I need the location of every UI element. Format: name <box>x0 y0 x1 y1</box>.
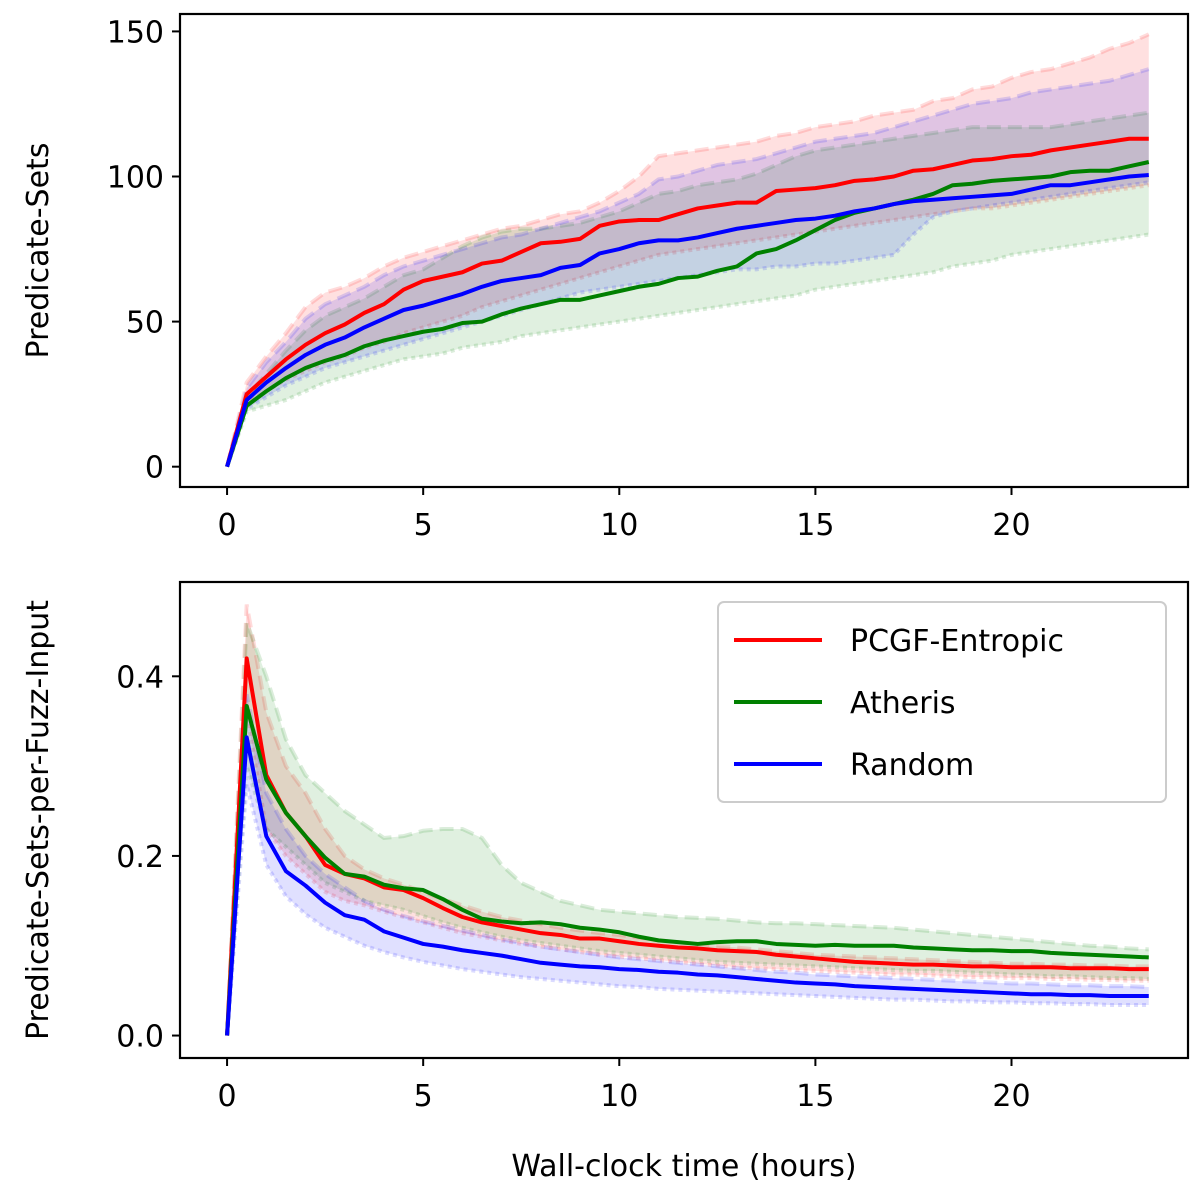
predicate-sets-random-upper-bound <box>225 67 1150 468</box>
per-input-pcgf-entropic-lower-bound <box>225 711 1149 1036</box>
per-input-y-axis-label: Predicate-Sets-per-Fuzz-Input <box>21 600 56 1040</box>
per-input-atheris-upper-bound <box>225 621 1149 1036</box>
predicate-sets-panel: 0 5 10 15 20 0 50 100 150 Predicate-Sets <box>21 12 1190 543</box>
per-input-y-tick-label: 0.2 <box>116 840 164 875</box>
x-axis-label: Wall-clock time (hours) <box>511 1149 856 1184</box>
predicate-sets-random-line <box>225 173 1149 468</box>
predicate-sets-atheris-line <box>225 160 1150 468</box>
legend-label-pcgf-entropic: PCGF-Entropic <box>850 624 1064 659</box>
predicate-sets-y-tick-label: 50 <box>126 306 164 341</box>
per-input-x-tick-label: 10 <box>600 1079 638 1114</box>
per-input-y-tick-label: 0.4 <box>116 660 164 695</box>
per-input-atheris-band <box>227 622 1149 1036</box>
per-input-pcgf-entropic-line <box>225 656 1149 1036</box>
legend-label-random: Random <box>850 748 974 783</box>
per-input-atheris-line <box>225 703 1149 1036</box>
predicate-sets-per-fuzz-input-panel: 0 5 10 15 20 0.0 0.2 0.4 Predicate-Sets-per-Fuzz… <box>21 580 1190 1184</box>
predicate-sets-axes-frame <box>178 12 1190 489</box>
predicate-sets-y-tick-label: 0 <box>145 451 164 486</box>
predicate-sets-x-tick-label: 5 <box>414 508 433 543</box>
per-input-x-tick-label: 20 <box>992 1079 1030 1114</box>
predicate-sets-random-band <box>227 69 1149 467</box>
per-input-axes-frame <box>178 580 1190 1060</box>
per-input-atheris-lower-bound <box>225 765 1149 1036</box>
predicate-sets-x-tick-label: 0 <box>218 508 237 543</box>
predicate-sets-y-tick-label: 150 <box>107 15 164 50</box>
legend: PCGF-Entropic Atheris Random <box>717 601 1167 803</box>
predicate-sets-x-tick-label: 20 <box>992 508 1030 543</box>
per-input-random-upper-bound <box>225 693 1149 1036</box>
predicate-sets-x-tick-label: 10 <box>600 508 638 543</box>
predicate-sets-plot-area <box>225 32 1150 468</box>
per-input-plot-area <box>225 604 1149 1036</box>
per-input-x-tick-label: 5 <box>414 1079 433 1114</box>
per-input-random-lower-bound <box>225 783 1149 1036</box>
predicate-sets-atheris-upper-bound <box>225 110 1150 468</box>
predicate-sets-pcgf-entropic-band <box>227 34 1149 467</box>
predicate-sets-pcgf-entropic-line <box>225 136 1149 468</box>
predicate-sets-atheris-lower-bound <box>225 232 1150 468</box>
per-input-pcgf-entropic-band <box>227 604 1149 1036</box>
legend-box <box>717 601 1167 803</box>
per-input-y-tick-label: 0.0 <box>116 1020 164 1055</box>
legend-label-atheris: Atheris <box>850 686 956 721</box>
predicate-sets-x-tick-label: 15 <box>796 508 834 543</box>
predicate-sets-random-lower-bound <box>225 180 1150 468</box>
per-input-x-tick-label: 0 <box>218 1079 237 1114</box>
per-input-x-tick-label: 15 <box>796 1079 834 1114</box>
predicate-sets-y-axis-label: Predicate-Sets <box>21 143 56 359</box>
per-input-random-line <box>225 735 1149 1036</box>
predicate-sets-y-tick-label: 100 <box>107 161 164 196</box>
